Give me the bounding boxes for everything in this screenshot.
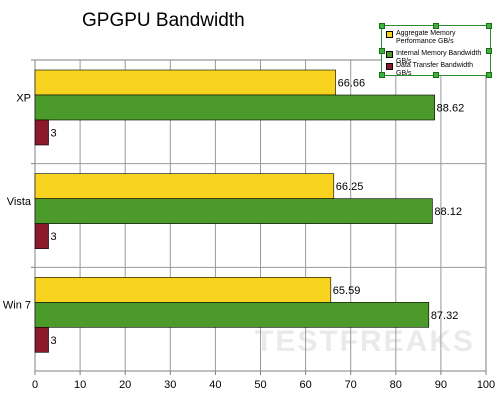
- y-tick-label-win-7: Win 7: [3, 300, 31, 312]
- legend-label-aggregate: Aggregate Memory Performance GB/s: [396, 30, 456, 45]
- data-label-win-7-series-3: 3: [51, 335, 57, 347]
- x-tick-label-0: 0: [32, 379, 38, 391]
- bar-win-7-series-2[interactable]: [34, 302, 430, 328]
- legend-handle-mid-left[interactable]: [379, 48, 385, 54]
- data-label-vista-series-1: 66.25: [336, 181, 364, 193]
- watermark-logo: TESTFREAKS: [255, 325, 476, 358]
- y-tick-label-vista: Vista: [7, 196, 32, 208]
- x-tick-label-90: 90: [435, 379, 447, 391]
- x-tick-label-100: 100: [477, 379, 495, 391]
- legend-handle-bottom-right[interactable]: [486, 72, 492, 78]
- x-tick-label-40: 40: [209, 379, 221, 391]
- bar-xp-series-1[interactable]: [34, 69, 336, 96]
- x-tick-label-30: 30: [164, 379, 176, 391]
- x-tick-label-20: 20: [119, 379, 131, 391]
- bar-vista-series-1[interactable]: [34, 173, 335, 199]
- chart-title: GPGPU Bandwidth: [82, 10, 245, 31]
- legend-swatch-internal: [386, 51, 393, 58]
- legend-swatch-aggregate: [386, 31, 393, 38]
- bar-win-7-series-1[interactable]: [34, 277, 332, 303]
- legend-item-aggregate: Aggregate Memory Performance GB/s: [386, 30, 488, 46]
- data-label-vista-series-2: 88.12: [434, 206, 462, 218]
- bar-vista-series-2[interactable]: [34, 198, 433, 224]
- data-label-win-7-series-1: 65.59: [333, 285, 361, 297]
- legend-handle-top-right[interactable]: [486, 23, 492, 29]
- data-label-xp-series-1: 66.66: [338, 78, 366, 90]
- legend-handle-top-mid[interactable]: [433, 23, 439, 29]
- data-label-win-7-series-2: 87.32: [431, 310, 459, 322]
- data-label-vista-series-3: 3: [51, 231, 57, 243]
- data-label-xp-series-3: 3: [51, 128, 57, 140]
- bar-xp-series-3[interactable]: [34, 119, 49, 146]
- legend-handle-mid-right[interactable]: [486, 48, 492, 54]
- x-tick-label-60: 60: [299, 379, 311, 391]
- legend-item-internal: Internal Memory Bandwidth GB/s: [386, 50, 488, 66]
- x-tick-label-50: 50: [254, 379, 266, 391]
- legend-handle-bottom-left[interactable]: [379, 72, 385, 78]
- x-tick-label-80: 80: [390, 379, 402, 391]
- legend-handle-bottom-mid[interactable]: [433, 72, 439, 78]
- bar-win-7-series-3[interactable]: [34, 327, 49, 353]
- legend-swatch-transfer: [386, 63, 393, 70]
- legend-handle-top-left[interactable]: [379, 23, 385, 29]
- y-tick-label-xp: XP: [16, 92, 31, 104]
- legend[interactable]: Aggregate Memory Performance GB/s Intern…: [379, 23, 492, 78]
- bar-vista-series-3[interactable]: [34, 223, 49, 249]
- legend-label-transfer: Data Transfer Bandwidth GB/s: [396, 62, 474, 77]
- bar-xp-series-2[interactable]: [34, 94, 435, 121]
- data-label-xp-series-2: 88.62: [437, 103, 465, 115]
- legend-item-transfer: Data Transfer Bandwidth GB/s: [386, 62, 488, 78]
- x-tick-label-10: 10: [74, 379, 86, 391]
- legend-label-internal: Internal Memory Bandwidth GB/s: [396, 50, 482, 65]
- x-tick-label-70: 70: [345, 379, 357, 391]
